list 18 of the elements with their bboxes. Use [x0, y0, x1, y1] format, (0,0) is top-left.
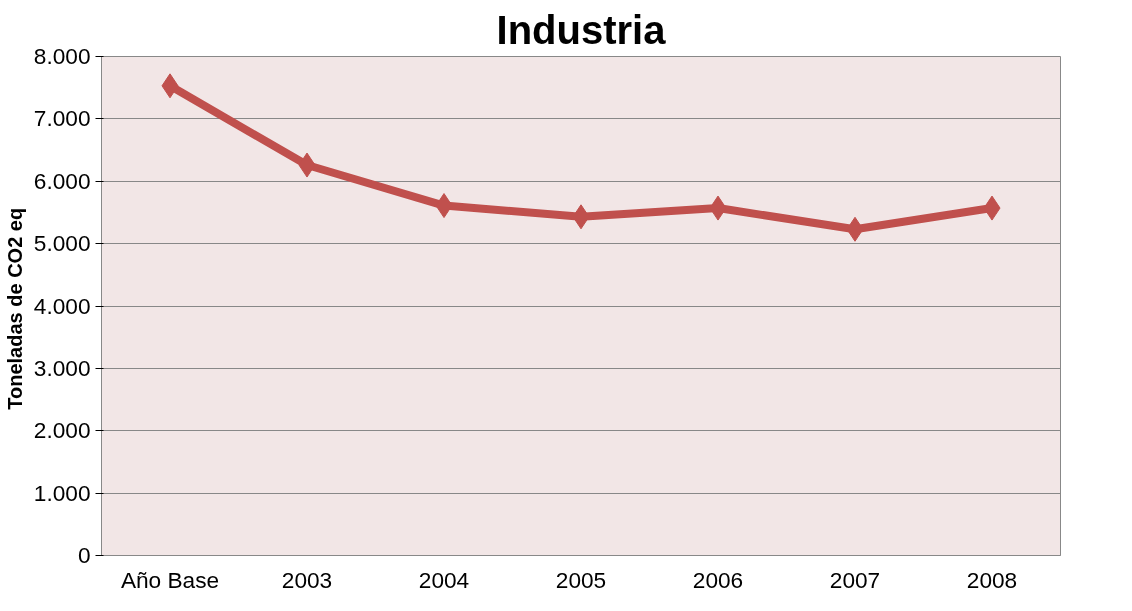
- y-tick-label: 1.000: [33, 479, 91, 506]
- y-tick-label: 5.000: [33, 230, 91, 257]
- y-tick-label: 3.000: [33, 354, 91, 381]
- y-tick-label: 7.000: [33, 105, 91, 132]
- x-tick-label: 2003: [281, 566, 333, 593]
- x-tick-label: 2008: [966, 566, 1018, 593]
- y-tick-label: 4.000: [33, 292, 91, 319]
- chart-title: Industria: [496, 7, 667, 52]
- x-tick-label: 2004: [418, 566, 470, 593]
- y-tick-label: 0: [77, 542, 91, 568]
- y-tick-label: 6.000: [33, 167, 91, 194]
- x-tick-label: 2005: [555, 566, 607, 593]
- x-tick-label: Año Base: [120, 566, 220, 593]
- y-tick-label: 8.000: [33, 43, 91, 69]
- x-tick-label: 2007: [829, 566, 881, 593]
- y-axis-title: Toneladas de CO2 eq: [3, 207, 26, 410]
- y-tick-label: 2.000: [33, 417, 91, 444]
- x-tick-label: 2006: [692, 566, 744, 593]
